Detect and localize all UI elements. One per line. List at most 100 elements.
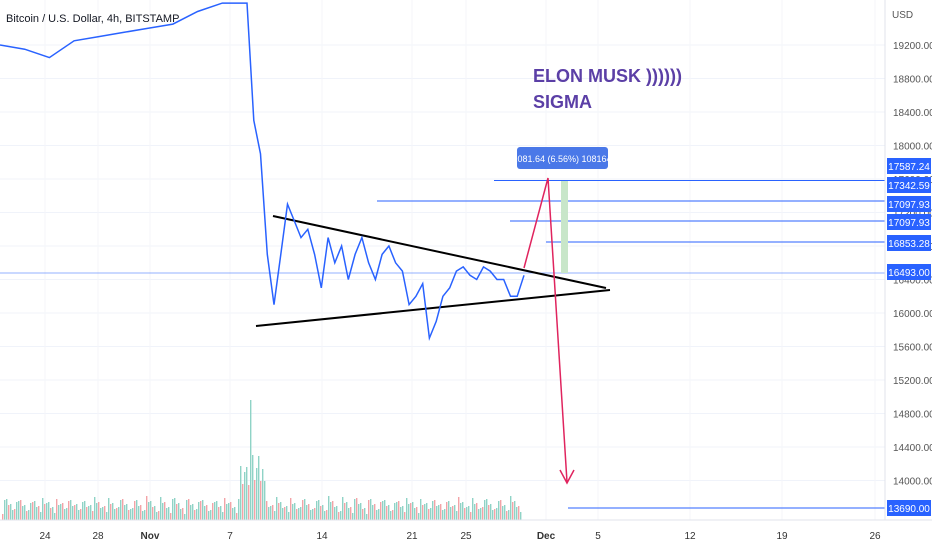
- volume-bar: [254, 480, 256, 520]
- x-tick-label: 21: [406, 531, 418, 542]
- volume-bar: [234, 507, 236, 520]
- volume-bar: [406, 498, 408, 520]
- volume-bar: [228, 503, 230, 520]
- volume-bar: [154, 506, 156, 520]
- volume-bar: [184, 514, 186, 520]
- volume-bar: [58, 505, 60, 520]
- volume-bar: [44, 504, 46, 520]
- annotation-line1: ELON MUSK )))))): [533, 66, 682, 86]
- volume-bar: [250, 400, 252, 520]
- volume-bar: [354, 499, 356, 520]
- volume-bar: [146, 496, 148, 520]
- y-tick-label: 18400.00: [893, 108, 932, 119]
- volume-bar: [186, 500, 188, 520]
- volume-bar: [96, 503, 98, 520]
- volume-bar: [64, 509, 66, 520]
- volume-bar: [120, 500, 122, 520]
- volume-bar: [232, 508, 234, 520]
- x-tick-label: 28: [92, 531, 104, 542]
- volume-bar: [488, 505, 490, 520]
- volume-bar: [78, 510, 80, 520]
- volume-bar: [100, 508, 102, 520]
- volume-bar: [218, 507, 220, 520]
- volume-bar: [90, 505, 92, 520]
- volume-bar: [516, 507, 518, 520]
- volume-bar: [346, 502, 348, 520]
- volume-bar: [26, 511, 28, 520]
- volume-bar: [478, 509, 480, 520]
- volume-bar: [224, 498, 226, 520]
- price-badge-label: 17097.93: [888, 200, 930, 211]
- volume-bar: [402, 506, 404, 520]
- volume-bar: [422, 505, 424, 520]
- volume-bar: [466, 507, 468, 520]
- x-tick-label: Nov: [141, 531, 160, 542]
- plot-area: [0, 0, 885, 520]
- volume-bar: [320, 506, 322, 520]
- volume-bar: [518, 506, 520, 520]
- volume-bar: [392, 510, 394, 520]
- volume-bar: [428, 509, 430, 520]
- volume-bar: [252, 455, 254, 520]
- volume-bar: [368, 500, 370, 520]
- volume-bar: [12, 510, 14, 520]
- x-axis: 24 28 Nov 7 14 21 25 Dec 5 12 19 26: [0, 519, 932, 542]
- volume-bar: [300, 507, 302, 520]
- triangle-lower-line: [255, 289, 611, 327]
- volume-bar: [248, 485, 250, 520]
- volume-bar: [342, 497, 344, 520]
- volume-bar: [340, 511, 342, 520]
- volume-bar: [238, 499, 240, 520]
- price-badge: [887, 264, 931, 280]
- volume-bar: [156, 512, 158, 520]
- volume-bar: [306, 505, 308, 520]
- volume-bar: [362, 509, 364, 520]
- volume-bar: [344, 503, 346, 520]
- volume-bar: [126, 504, 128, 520]
- volume-bar: [412, 502, 414, 520]
- volume-bar: [148, 502, 150, 520]
- volume-bar: [514, 501, 516, 520]
- volume-bar: [256, 468, 258, 520]
- volume-bar: [436, 506, 438, 520]
- volume-bar: [70, 500, 72, 520]
- volume-bar: [376, 510, 378, 520]
- volume-bar: [172, 499, 174, 520]
- volume-bar: [434, 500, 436, 520]
- volume-bar: [468, 506, 470, 520]
- volume-bar: [208, 511, 210, 520]
- volume-bar: [6, 499, 8, 520]
- volume-bar: [358, 504, 360, 520]
- price-badge-label: 17587.24: [888, 162, 930, 173]
- volume-bar: [304, 499, 306, 520]
- volume-bar: [18, 501, 20, 520]
- volume-bar: [82, 502, 84, 520]
- volume-bar: [92, 511, 94, 520]
- volume-bar: [134, 501, 136, 520]
- volume-bar: [296, 509, 298, 520]
- volume-bar: [140, 505, 142, 520]
- volume-bar: [150, 501, 152, 520]
- volume-bar: [28, 510, 30, 520]
- measure-label: 1081.64 (6.56%) 108164: [512, 154, 611, 164]
- volume-bar: [246, 467, 248, 520]
- volume-bar: [202, 500, 204, 520]
- volume-bar: [452, 506, 454, 520]
- volume-bar: [352, 513, 354, 520]
- volume-bar: [384, 500, 386, 520]
- price-badge-label: 13690.00: [888, 504, 930, 515]
- volume-bar: [122, 499, 124, 520]
- volume-bar: [500, 500, 502, 520]
- volume-bar: [388, 505, 390, 520]
- volume-bar: [46, 503, 48, 520]
- y-tick-label: 16400.00: [893, 276, 932, 287]
- volume-bar: [42, 498, 44, 520]
- y-tick-label: 15600.00: [893, 343, 932, 354]
- volume-bar: [114, 509, 116, 520]
- volume-bar: [446, 502, 448, 520]
- x-tick-label: 7: [227, 531, 233, 542]
- volume-bar: [270, 506, 272, 520]
- volume-bar: [378, 509, 380, 520]
- projection-arrowhead: [559, 469, 575, 485]
- volume-bar: [424, 504, 426, 520]
